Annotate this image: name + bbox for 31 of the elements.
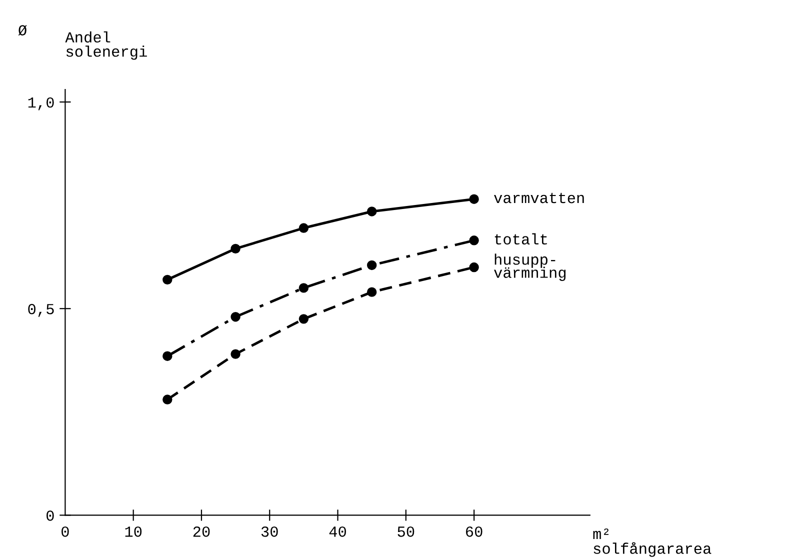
point — [162, 394, 172, 404]
x-tick-label: 0 — [62, 526, 69, 537]
point — [230, 312, 240, 322]
point — [298, 283, 309, 293]
x-axis-title: m² solfångararea — [593, 528, 712, 557]
x-tick-label: 30 — [261, 526, 278, 537]
point — [298, 314, 309, 324]
x-tick-label: 50 — [398, 526, 414, 537]
point — [366, 287, 377, 297]
point — [230, 349, 240, 359]
series-label: varmvatten — [494, 192, 584, 204]
x-tick-label: 40 — [329, 526, 346, 537]
series-label: husupp- värmning — [494, 254, 566, 281]
point — [162, 351, 172, 361]
point — [230, 244, 240, 254]
x-tick-label: 60 — [466, 526, 482, 537]
x-tick-label: 20 — [193, 526, 210, 537]
text: Ø — [18, 24, 27, 36]
y-tick-label: 0 — [46, 510, 54, 521]
y-axis-title: Andel solenergi — [65, 31, 147, 60]
point — [298, 223, 309, 233]
point — [469, 236, 479, 246]
point — [469, 262, 479, 272]
point — [469, 194, 479, 204]
y-tick-label: 0,5 — [28, 304, 54, 317]
x-tick-label: 10 — [125, 526, 142, 537]
series-label: totalt — [494, 233, 547, 245]
y-tick-label: 1,0 — [28, 97, 54, 110]
point — [366, 206, 377, 216]
point — [366, 260, 377, 270]
point — [162, 274, 172, 285]
